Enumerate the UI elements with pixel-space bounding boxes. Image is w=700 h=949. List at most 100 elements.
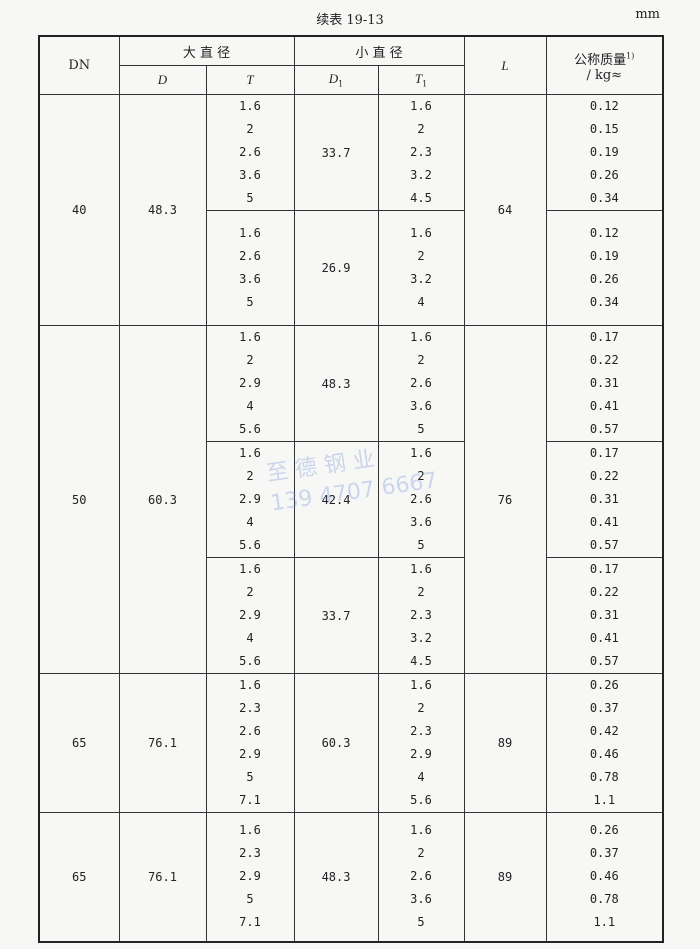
value: 5: [417, 538, 425, 552]
t1-cell: 1.6 2 2.6 3.6 5: [377, 441, 465, 558]
value: 2: [417, 249, 425, 263]
d1-cell: 33.7: [293, 557, 379, 674]
value: 0.31: [589, 376, 619, 390]
table-row: 50 60.3 1.6 2 2.9 4 5.6 48.3 1.6 2 2.6 3.6 5 76 0.17 0.…: [38, 325, 664, 674]
value: 2: [246, 122, 254, 136]
value: 5.6: [239, 654, 261, 668]
mass-cell: 0.26 0.37 0.46 0.78 1.1: [545, 812, 664, 942]
table-row: 1.6 2.6 3.6 5 26.9 1.6 2 3.2 4 0.12 0.19 0.26 0.34: [39, 210, 664, 326]
value: 0.34: [589, 295, 619, 309]
t-cell: 1.6 2 2.9 4 5.6: [205, 325, 295, 442]
value: 2: [417, 701, 425, 715]
value: 0.78: [589, 770, 619, 784]
unit-label: mm: [635, 7, 660, 22]
value: 3.2: [410, 168, 432, 182]
value: 1.6: [239, 446, 261, 460]
t1-cell: 1.6 2 2.3 2.9 4 5.6: [377, 673, 465, 813]
value: 0.41: [589, 515, 619, 529]
value: 0.26: [589, 678, 619, 692]
d1-cell: 26.9: [293, 210, 379, 326]
d1-cell: 48.3: [293, 812, 379, 942]
t-cell: 1.6 2.3 2.6 2.9 5 7.1: [205, 673, 295, 813]
value: 5.6: [410, 793, 432, 807]
value: 1.6: [410, 330, 432, 344]
value: 0.46: [589, 869, 619, 884]
value: 4: [417, 770, 425, 784]
value: 2.9: [410, 747, 432, 761]
value: 0.17: [589, 446, 619, 460]
mass-cell: 0.17 0.22 0.31 0.41 0.57: [545, 325, 664, 442]
d1-cell: 42.4: [293, 441, 379, 558]
value: 1.6: [239, 823, 261, 838]
mass-cell: 0.12 0.15 0.19 0.26 0.34: [545, 94, 664, 211]
l-cell: 89: [463, 812, 547, 942]
header-l: L: [463, 35, 547, 95]
value: 2.3: [410, 724, 432, 738]
value: 3.6: [239, 272, 261, 286]
value: 7.1: [239, 793, 261, 807]
value: 5.6: [239, 538, 261, 552]
header-small-diameter: 小 直 径: [293, 35, 465, 66]
value: 4.5: [410, 654, 432, 668]
header-mass: 公称质量1) / kg≈: [545, 35, 664, 95]
value: 2: [246, 585, 254, 599]
d-cell: 76.1: [118, 673, 207, 813]
value: 2.6: [410, 376, 432, 390]
value: 4: [246, 631, 254, 645]
value: 2.6: [410, 492, 432, 506]
value: 0.19: [589, 249, 619, 263]
value: 2: [417, 122, 425, 136]
value: 2.6: [239, 724, 261, 738]
value: 3.2: [410, 272, 432, 286]
value: 0.19: [589, 145, 619, 159]
value: 1.6: [410, 99, 432, 113]
mass-cell: 0.17 0.22 0.31 0.41 0.57: [545, 441, 664, 558]
value: 2.3: [239, 701, 261, 715]
t-cell: 1.6 2 2.9 4 5.6: [205, 557, 295, 674]
value: 0.37: [589, 846, 619, 861]
value: 2: [417, 353, 425, 367]
t1-cell: 1.6 2 3.2 4: [377, 210, 465, 326]
header-d: D: [118, 65, 207, 95]
d-cell: 76.1: [118, 812, 207, 942]
value: 0.37: [589, 701, 619, 715]
value: 5: [246, 770, 254, 784]
value: 5: [417, 915, 425, 930]
value: 2.6: [239, 249, 261, 263]
value: 0.41: [589, 399, 619, 413]
value: 0.15: [589, 122, 619, 136]
value: 3.6: [410, 892, 432, 907]
value: 2.9: [239, 869, 261, 884]
l-cell: 76: [463, 325, 547, 674]
value: 7.1: [239, 915, 261, 930]
value: 0.22: [589, 469, 619, 483]
t1-cell: 1.6 2 2.6 3.6 5: [377, 325, 465, 442]
t1-cell: 1.6 2 2.3 3.2 4.5: [377, 557, 465, 674]
value: 0.22: [589, 353, 619, 367]
value: 5: [417, 422, 425, 436]
table-row: 65 76.1 1.6 2.3 2.6 2.9 5 7.1 60.3 1.6 2 2.3 2.9 4 5.6…: [38, 673, 664, 813]
value: 2.3: [410, 608, 432, 622]
table-caption: 续表 19-13: [316, 13, 384, 28]
t1-cell: 1.6 2 2.3 3.2 4.5: [377, 94, 465, 211]
value: 1.6: [410, 446, 432, 460]
value: 1.6: [239, 562, 261, 576]
value: 0.26: [589, 168, 619, 182]
value: 4.5: [410, 191, 432, 205]
value: 0.31: [589, 608, 619, 622]
value: 5: [246, 191, 254, 205]
value: 1.6: [410, 226, 432, 240]
value: 0.12: [589, 99, 619, 113]
value: 0.17: [589, 330, 619, 344]
value: 0.31: [589, 492, 619, 506]
value: 1.1: [593, 793, 616, 807]
value: 1.6: [410, 678, 432, 692]
mass-cell: 0.17 0.22 0.31 0.41 0.57: [545, 557, 664, 674]
value: 2.6: [239, 145, 261, 159]
value: 0.34: [589, 191, 619, 205]
value: 1.6: [239, 678, 261, 692]
value: 2.9: [239, 747, 261, 761]
l-cell: 89: [463, 673, 547, 813]
mass-cell: 0.12 0.19 0.26 0.34: [545, 210, 664, 326]
value: 3.6: [239, 168, 261, 182]
